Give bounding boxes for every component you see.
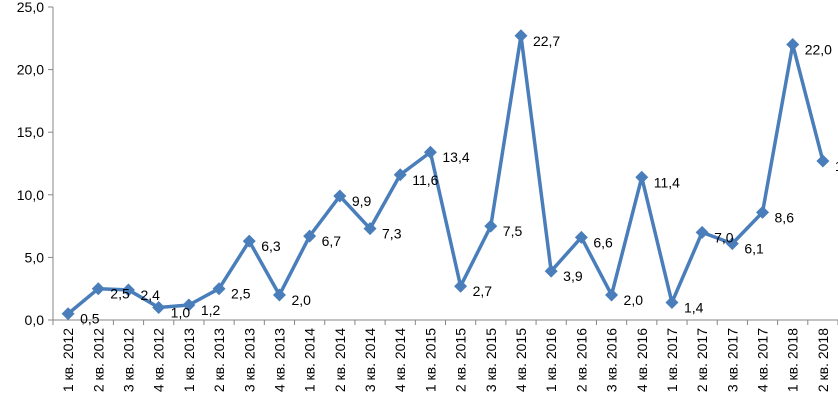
data-label: 13,4 <box>442 149 469 165</box>
data-label: 1,0 <box>171 304 191 320</box>
series-line-group <box>61 29 830 321</box>
x-tick-label: 2 кв. 2014 <box>332 328 348 392</box>
data-point-marker <box>484 219 498 233</box>
data-point-marker <box>756 205 770 219</box>
data-point-marker <box>333 189 347 203</box>
data-label: 6,6 <box>593 234 613 250</box>
data-label: 6,7 <box>322 233 342 249</box>
data-point-marker <box>272 288 286 302</box>
data-label: 22,7 <box>533 33 560 49</box>
data-point-marker <box>605 288 619 302</box>
x-tick-label: 3 кв. 2015 <box>483 328 499 392</box>
data-label: 8,6 <box>775 209 795 225</box>
data-label: 2,5 <box>110 286 130 302</box>
x-tick-label: 4 кв. 2014 <box>392 328 408 392</box>
x-tick-label: 4 кв. 2016 <box>634 328 650 392</box>
y-tick-label: 20,0 <box>17 62 44 78</box>
data-label: 11,6 <box>412 172 438 188</box>
data-point-marker <box>454 279 468 293</box>
series-line <box>66 34 825 316</box>
x-tick-label: 1 кв. 2013 <box>181 328 197 392</box>
data-point-marker <box>212 282 226 296</box>
data-point-marker <box>574 230 588 244</box>
y-tick-label: 15,0 <box>17 124 44 140</box>
data-label: 1,2 <box>201 302 221 318</box>
x-tick-label: 1 кв. 2016 <box>543 328 559 392</box>
data-label: 3,9 <box>563 268 583 284</box>
x-axis: 1 кв. 2012 2 кв. 2012 3 кв. 2012 4 кв. 2012… <box>52 319 838 392</box>
x-tick-label: 4 кв. 2017 <box>755 328 771 392</box>
data-point-marker <box>423 145 437 159</box>
data-label: 22,0 <box>805 42 832 58</box>
data-label: 7,3 <box>382 226 402 242</box>
data-point-marker <box>242 234 256 248</box>
x-tick-label: 2 кв. 2015 <box>453 328 469 392</box>
data-label: 12,7 <box>835 158 838 174</box>
data-label: 6,3 <box>261 238 281 254</box>
data-point-marker <box>303 229 317 243</box>
y-tick-label: 5,0 <box>25 249 45 265</box>
x-tick-label: 1 кв. 2012 <box>60 328 76 392</box>
x-tick-label: 2 кв. 2012 <box>90 328 106 392</box>
x-tick-label: 4 кв. 2015 <box>513 328 529 392</box>
x-tick-label: 2 кв. 2018 <box>815 328 831 392</box>
data-point-marker <box>725 237 739 251</box>
x-tick-label: 2 кв. 2016 <box>573 328 589 392</box>
x-tick-label: 2 кв. 2017 <box>694 328 710 392</box>
data-label: 9,9 <box>352 193 372 209</box>
data-point-marker <box>61 307 75 321</box>
data-point-marker <box>816 154 830 168</box>
x-tick-label: 1 кв. 2018 <box>785 328 801 392</box>
data-point-marker <box>393 168 407 182</box>
data-labels-group: 0,5 2,5 2,4 1,0 1,2 2,5 6,3 2,0 6,7 9,9 7,3 11,613,… <box>80 33 838 327</box>
data-point-marker <box>152 300 166 314</box>
x-tick-label: 2 кв. 2013 <box>211 328 227 392</box>
data-label: 7,5 <box>503 223 523 239</box>
data-label: 2,7 <box>473 283 493 299</box>
data-label: 11,4 <box>654 174 680 190</box>
x-tick-label: 4 кв. 2013 <box>271 328 287 392</box>
x-tick-label: 3 кв. 2012 <box>120 328 136 392</box>
data-point-marker <box>363 222 377 236</box>
data-label: 2,5 <box>231 286 251 302</box>
y-tick-label: 0,0 <box>25 312 45 328</box>
x-tick-label: 3 кв. 2013 <box>241 328 257 392</box>
data-label: 2,0 <box>291 292 311 308</box>
y-tick-label: 25,0 <box>17 0 44 15</box>
data-label: 1,4 <box>684 299 704 315</box>
data-point-marker <box>514 29 528 43</box>
data-point-marker <box>182 298 196 312</box>
data-label: 6,1 <box>744 241 764 257</box>
x-tick-label: 4 кв. 2012 <box>151 328 167 392</box>
x-tick-label: 1 кв. 2017 <box>664 328 680 392</box>
x-tick-label: 3 кв. 2014 <box>362 328 378 392</box>
data-point-marker <box>91 282 105 296</box>
y-tick-label: 10,0 <box>17 187 44 203</box>
data-label: 2,0 <box>624 292 644 308</box>
y-axis: 0,0 5,0 10,0 15,0 20,0 25,0 <box>17 0 54 328</box>
data-point-marker <box>665 295 679 309</box>
data-label: 0,5 <box>80 311 100 327</box>
data-point-marker <box>786 38 800 52</box>
x-tick-label: 1 кв. 2015 <box>422 328 438 392</box>
data-label: 2,4 <box>140 287 160 303</box>
data-point-marker <box>544 264 558 278</box>
data-label: 7,0 <box>714 229 734 245</box>
x-tick-label: 1 кв. 2014 <box>302 328 318 392</box>
data-point-marker <box>121 283 135 297</box>
x-tick-label: 3 кв. 2017 <box>724 328 740 392</box>
data-point-marker <box>635 170 649 184</box>
data-point-marker <box>695 225 709 239</box>
x-tick-label: 3 кв. 2016 <box>604 328 620 392</box>
